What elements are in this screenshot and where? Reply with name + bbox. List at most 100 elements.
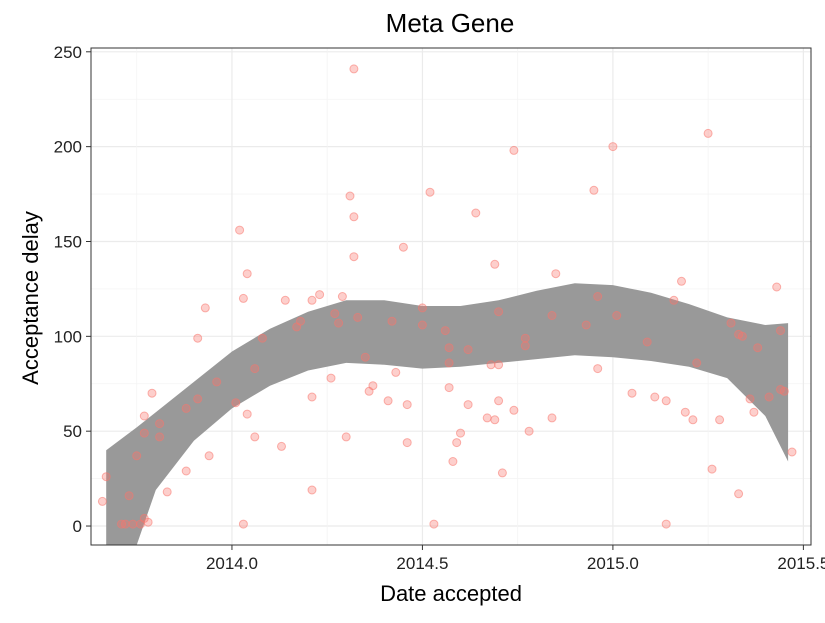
data-point (703, 128, 713, 138)
data-point (494, 307, 504, 317)
data-point (677, 276, 686, 286)
data-point (383, 396, 393, 406)
data-point (204, 451, 214, 461)
data-point (193, 394, 203, 404)
data-point (330, 309, 340, 319)
x-tick-label: 2015.0 (587, 554, 639, 573)
panel-border (90, 47, 812, 546)
data-point (242, 269, 252, 279)
data-point (520, 333, 530, 343)
data-point (520, 341, 530, 351)
data-point (661, 396, 671, 406)
data-point (692, 358, 702, 368)
data-point (250, 432, 260, 442)
data-point (486, 360, 496, 370)
data-point (155, 419, 165, 429)
data-point (726, 318, 736, 328)
data-point (547, 311, 557, 320)
data-point (589, 185, 599, 195)
data-point (341, 432, 351, 442)
data-point (139, 411, 149, 421)
data-point (444, 383, 454, 393)
data-point (277, 441, 286, 451)
confidence-ribbon (106, 283, 789, 545)
data-point (627, 388, 637, 398)
data-point (444, 358, 454, 368)
data-point (429, 519, 439, 529)
data-point (650, 392, 660, 402)
x-tick-label: 2014.5 (396, 554, 448, 573)
data-point (779, 386, 789, 396)
data-point (456, 428, 465, 438)
data-point (162, 487, 172, 497)
data-point (345, 191, 355, 201)
data-point (494, 396, 504, 406)
data-point (612, 311, 622, 320)
y-tick-label: 250 (54, 43, 82, 62)
data-point (147, 388, 157, 398)
data-point (547, 413, 557, 423)
y-tick-label: 150 (54, 232, 82, 251)
data-point (509, 405, 519, 415)
data-point (440, 326, 450, 336)
y-axis-title: Acceptance delay (18, 211, 43, 385)
data-point (181, 466, 191, 476)
data-point (387, 316, 397, 326)
data-point (745, 394, 755, 404)
data-point (669, 295, 679, 305)
data-point (482, 413, 492, 423)
data-point (772, 282, 782, 292)
data-point (97, 496, 107, 506)
data-point (425, 187, 435, 197)
x-tick-label: 2015.5 (777, 554, 825, 573)
data-point (334, 318, 344, 328)
smooth-confidence-band (106, 283, 789, 545)
data-point (155, 432, 165, 442)
data-point (296, 316, 305, 326)
data-point (235, 225, 245, 235)
y-tick-label: 50 (63, 422, 82, 441)
grid-lines (91, 48, 811, 545)
data-point (101, 472, 111, 482)
data-point (307, 392, 317, 402)
data-point (368, 381, 378, 391)
data-point (128, 519, 138, 529)
data-point (280, 295, 290, 305)
data-point (463, 400, 473, 410)
x-tick-label: 2014.0 (206, 554, 258, 573)
data-point (337, 292, 347, 301)
data-point (250, 364, 260, 374)
data-point (642, 337, 652, 347)
data-point (402, 400, 412, 410)
data-point (753, 343, 763, 353)
data-point (737, 331, 747, 341)
data-point (143, 517, 153, 527)
y-tick-label: 0 (73, 517, 82, 536)
data-point (776, 326, 785, 336)
data-point (749, 407, 759, 417)
data-point (787, 447, 797, 457)
x-axis-title: Date accepted (380, 581, 522, 606)
data-point (391, 367, 401, 377)
data-point (764, 392, 774, 402)
data-point (448, 457, 458, 466)
data-point (349, 64, 359, 74)
data-point (593, 364, 603, 374)
data-point (661, 519, 671, 529)
data-point (551, 269, 561, 279)
data-point (463, 345, 473, 355)
data-point (231, 398, 241, 408)
data-point (398, 242, 408, 252)
data-point (509, 145, 519, 155)
data-point (490, 259, 500, 269)
data-point (212, 377, 222, 387)
data-point (402, 438, 412, 448)
data-point (124, 491, 134, 501)
data-point (490, 415, 500, 425)
data-point (238, 293, 248, 303)
data-point (497, 468, 507, 478)
data-point (593, 292, 603, 301)
data-point (452, 438, 462, 448)
data-point (326, 373, 336, 383)
